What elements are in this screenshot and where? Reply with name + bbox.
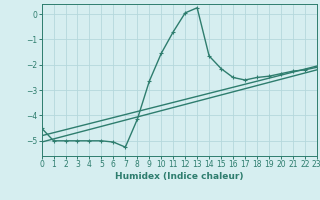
X-axis label: Humidex (Indice chaleur): Humidex (Indice chaleur) xyxy=(115,172,244,181)
